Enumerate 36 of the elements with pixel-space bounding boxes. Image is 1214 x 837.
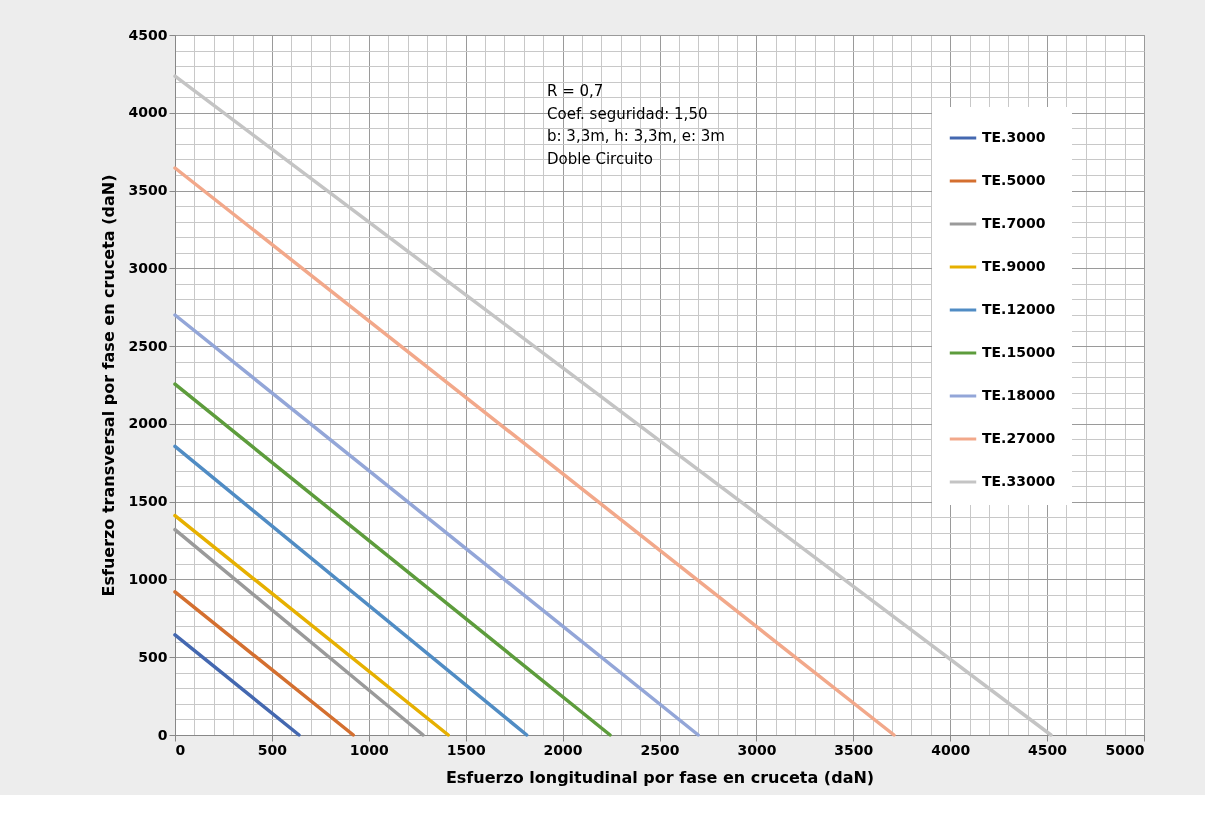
legend-label: TE.5000 (982, 172, 1046, 188)
y-tick-label: 2000 (128, 415, 168, 432)
y-tick-label: 500 (138, 648, 168, 665)
annotation: b: 3,3m, h: 3,3m, e: 3m (547, 127, 725, 145)
legend-label: TE.9000 (982, 258, 1046, 274)
x-axis-title: Esfuerzo longitudinal por fase en cruceta (daN) (445, 767, 875, 787)
legend-label: TE.18000 (982, 387, 1056, 403)
y-tick-label: 3500 (128, 182, 168, 199)
y-tick-label: 0 (157, 726, 168, 743)
x-tick-label: 0 (175, 741, 186, 758)
x-tick-label: 3500 (834, 741, 874, 758)
x-tick-label: 1500 (446, 741, 486, 758)
x-tick-label: 5000 (1105, 741, 1145, 758)
x-tick-label: 500 (257, 741, 288, 758)
y-tick-label: 2500 (128, 337, 168, 354)
legend-label: TE.3000 (982, 129, 1046, 145)
legend-label: TE.12000 (982, 301, 1056, 317)
annotation: Doble Circuito (547, 149, 653, 168)
y-tick-label: 4000 (128, 104, 168, 121)
legend-label: TE.27000 (982, 430, 1056, 446)
x-tick-label: 2500 (640, 741, 680, 758)
legend-label: TE.33000 (982, 473, 1056, 489)
legend-label: TE.7000 (982, 215, 1046, 231)
y-tick-label: 1500 (128, 493, 168, 510)
annotation: R = 0,7 (547, 82, 604, 100)
y-tick-label: 1000 (128, 570, 168, 587)
y-axis-title: Esfuerzo transversal por fase en cruceta (daN) (98, 174, 118, 597)
y-tick-label: 4500 (128, 26, 168, 43)
legend-label: TE.15000 (982, 344, 1056, 360)
annotation: Coef. seguridad: 1,50 (547, 104, 708, 123)
y-tick-label: 3000 (128, 259, 168, 276)
x-tick-label: 4500 (1028, 741, 1068, 758)
x-tick-label: 1000 (349, 741, 390, 758)
x-tick-label: 2000 (543, 741, 583, 758)
x-tick-label: 3000 (737, 741, 777, 758)
x-tick-label: 4000 (931, 741, 971, 758)
